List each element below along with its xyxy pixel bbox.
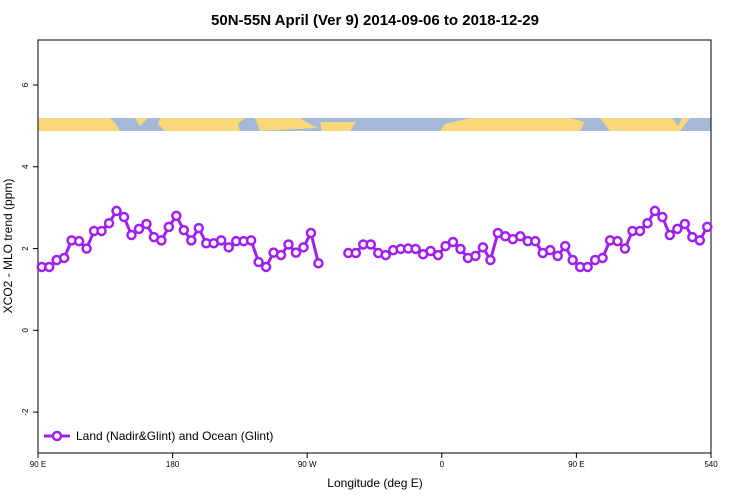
y-tick-label: 0: [21, 328, 30, 333]
legend-marker: [51, 430, 63, 442]
data-point: [253, 256, 264, 268]
data-point: [447, 236, 459, 248]
data-point: [582, 261, 593, 273]
x-tick-label: 90 W: [298, 460, 317, 469]
x-tick-label: 90 E: [30, 460, 46, 469]
data-point: [171, 210, 182, 222]
data-point: [672, 223, 683, 235]
data-point: [43, 261, 55, 273]
data-point: [186, 235, 197, 246]
data-point: [126, 229, 137, 241]
data-point: [702, 221, 713, 233]
data-point: [485, 254, 496, 266]
data-point: [81, 243, 92, 254]
data-point: [103, 217, 115, 229]
data-point: [133, 223, 145, 235]
data-point: [544, 244, 556, 256]
data-point: [634, 225, 646, 237]
y-axis-label: XCO2 - MLO trend (ppm): [1, 179, 15, 314]
data-point: [440, 240, 451, 252]
data-point: [694, 235, 706, 246]
data-point: [597, 252, 608, 264]
data-point: [290, 247, 302, 258]
data-point: [118, 211, 130, 223]
data-point: [642, 217, 653, 229]
x-axis-label: Longitude (deg E): [327, 476, 422, 490]
plot-frame: [37, 39, 712, 454]
map-band: [38, 118, 711, 131]
data-point: [649, 205, 661, 217]
data-point: [193, 222, 205, 234]
data-point: [141, 218, 152, 230]
data-point: [425, 245, 436, 257]
data-point: [223, 242, 234, 253]
data-point: [552, 250, 563, 262]
data-point: [58, 252, 70, 264]
x-tick-label: 0: [440, 460, 445, 469]
data-point: [260, 261, 272, 273]
data-point: [559, 240, 571, 252]
data-point: [530, 235, 541, 247]
data-point: [515, 231, 526, 242]
data-point: [245, 235, 257, 246]
y-tick-label: 4: [21, 164, 30, 169]
data-point: [567, 254, 578, 266]
data-point: [679, 218, 691, 230]
data-point: [313, 258, 324, 269]
data-point: [73, 235, 85, 247]
data-point: [215, 235, 227, 246]
data-point: [275, 249, 287, 261]
data-point: [156, 235, 167, 246]
data-point: [477, 242, 489, 253]
data-point: [432, 249, 444, 261]
data-point: [178, 224, 190, 236]
data-point: [380, 249, 391, 261]
data-point: [96, 225, 107, 237]
data-point: [619, 243, 631, 254]
data-point: [298, 242, 309, 253]
x-tick-label: 540: [704, 460, 718, 469]
y-tick-label: 6: [21, 82, 30, 87]
data-point: [111, 205, 122, 217]
x-tick-label: 90 E: [568, 460, 584, 469]
data-point: [470, 250, 481, 262]
data-point: [657, 211, 668, 223]
data-point: [612, 235, 623, 247]
data-point: [163, 221, 175, 233]
y-tick-label: 2: [21, 246, 30, 251]
chart-title: 50N-55N April (Ver 9) 2014-09-06 to 2018…: [211, 12, 539, 29]
data-point: [455, 243, 466, 255]
y-tick-label: -2: [21, 408, 30, 416]
data-point: [350, 247, 362, 259]
data-point: [664, 229, 676, 241]
data-point: [283, 239, 294, 250]
data-point: [305, 227, 317, 239]
data-point: [410, 243, 421, 255]
legend-label: Land (Nadir&Glint) and Ocean (Glint): [76, 429, 273, 443]
data-point: [365, 239, 377, 250]
x-tick-label: 180: [166, 460, 180, 469]
